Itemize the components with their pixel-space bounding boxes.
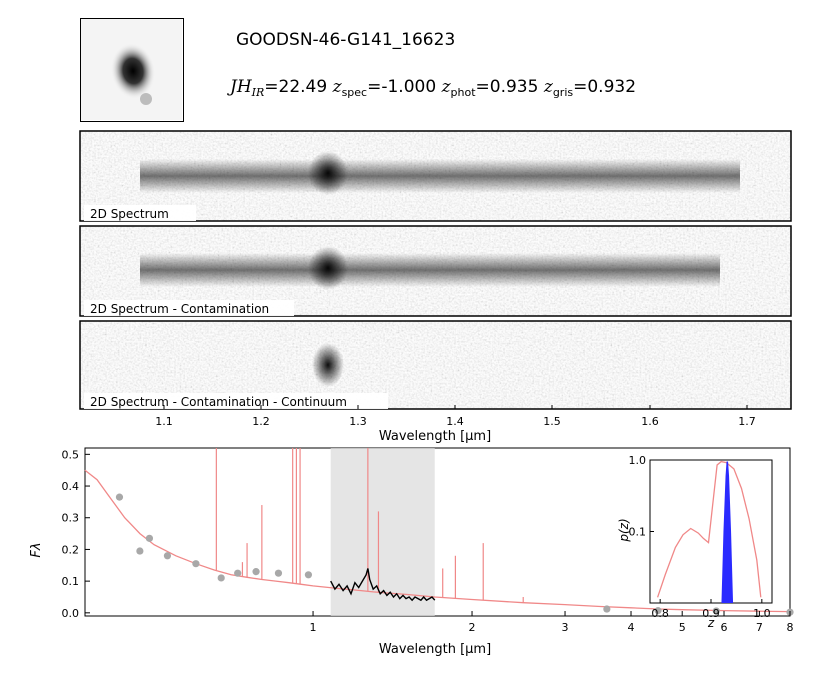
contamination-subtracted-panel: 2D Spectrum - Contamination [79,225,792,317]
spectra-2d-figure: 2D Spectrum 2D Spectrum - Contamination … [79,130,792,444]
sed-chart: 1 2 3 4 5 6 7 8 0.0 0.1 0.2 0.3 0.4 0.5 Fλ Wavelength… [29,447,794,657]
continuum-subtracted-panel: 2D Spectrum - Contamination - Continuum [79,320,792,410]
y-tick-label: 0.4 [62,480,80,493]
template-continuum-line [84,469,791,613]
y-tick-label: 0.0 [62,607,80,620]
x-tick-label: 7 [756,621,763,634]
x-tick-label: 1 [310,621,317,634]
x-tick-label: 1.5 [543,415,561,428]
sed-axes [84,447,791,617]
sed-series [84,448,794,616]
x-tick-label: 1.4 [446,415,464,428]
grism-spectrum-line [330,568,436,602]
photometry-point [115,493,124,501]
mag-value: =22.49 [264,77,328,97]
spectrum-2d-panel: 2D Spectrum [79,130,792,222]
pz-x-tick-label: 0.9 [702,607,720,620]
photometry-point [274,569,283,577]
pz-series [656,460,762,604]
photo_z-curve [656,460,762,598]
photometry-point [712,607,720,615]
pz-y-tick-label: 1.0 [629,454,647,467]
x-tick-label: 6 [721,621,728,634]
y-tick-label: 0.5 [62,448,80,461]
thumbnail-image [81,19,182,120]
pz-x-tick-label: 0.8 [651,607,669,620]
photometry-point [217,574,225,582]
photometry-point [304,571,313,579]
photometry-point [192,560,200,568]
pz-x-tick-label: 1.0 [753,607,771,620]
photometry-point [252,568,260,576]
photometry-point [163,552,172,560]
zphot-symbol: z [441,77,451,97]
zspec-value: =-1.000 [367,77,437,97]
pz-y-label: p(z) [617,518,631,542]
y-tick-label: 0.2 [62,543,80,556]
zgris-symbol: z [543,77,553,97]
zphot-value: =0.935 [475,77,539,97]
spectra-2d-x-axis: 1.1 1.2 1.3 1.4 1.5 1.6 1.7 Wavelength [… [155,405,756,444]
panel-label-contamination: 2D Spectrum - Contamination [90,302,269,316]
sed-ticks: 1 2 3 4 5 6 7 8 0.0 0.1 0.2 0.3 0.4 0.5 [62,448,794,634]
photometry-point [136,547,144,555]
y-tick-label: 0.3 [62,512,80,525]
object-thumbnail [80,18,184,122]
photometry-point [654,607,662,615]
x-tick-label: 1.7 [738,415,756,428]
x-tick-label: 1.6 [641,415,659,428]
grism_z-curve [721,461,734,604]
y-tick-label: 0.1 [62,575,80,588]
photometry-point [234,569,242,577]
zgris-value: =0.932 [573,77,637,97]
zspec-sub: spec [341,86,368,99]
x-tick-label: 1.3 [349,415,367,428]
zspec-symbol: z [332,77,342,97]
x-tick-label: 4 [628,621,635,634]
x-axis-label: Wavelength [μm] [379,642,491,657]
x-tick-label: 2 [469,621,476,634]
panel-label-2d-spectrum: 2D Spectrum [90,207,169,221]
x-tick-label: 8 [787,621,794,634]
object-id: GOODSN-46-G141_16623 [236,30,456,50]
x-tick-label: 1.2 [252,415,270,428]
x-axis-label: Wavelength [μm] [379,429,491,444]
pz-y-tick-label: 0.1 [629,526,647,539]
sed-plot-frame [84,447,791,617]
pz-inset: 0.8 0.9 1.0 1.0 0.1 z p(z) [617,454,773,630]
pz-ticks: 0.8 0.9 1.0 1.0 0.1 [629,454,771,620]
x-tick-label: 5 [679,621,686,634]
photometry-point [145,534,154,542]
panel-label-continuum: 2D Spectrum - Contamination - Continuum [90,395,347,409]
pz-x-label: z [707,616,715,630]
x-tick-label: 1.1 [155,415,173,428]
redshift-summary: JHIR=22.49 zspec=-1.000 zphot=0.935 zgri… [230,77,636,99]
mag-band: IR [251,86,265,99]
mag-symbol: JH [230,77,252,97]
y-axis-label: Fλ [29,542,44,557]
photometry-point [603,605,611,613]
zphot-sub: phot [450,86,476,99]
zgris-sub: gris [552,86,574,99]
x-tick-label: 3 [562,621,569,634]
